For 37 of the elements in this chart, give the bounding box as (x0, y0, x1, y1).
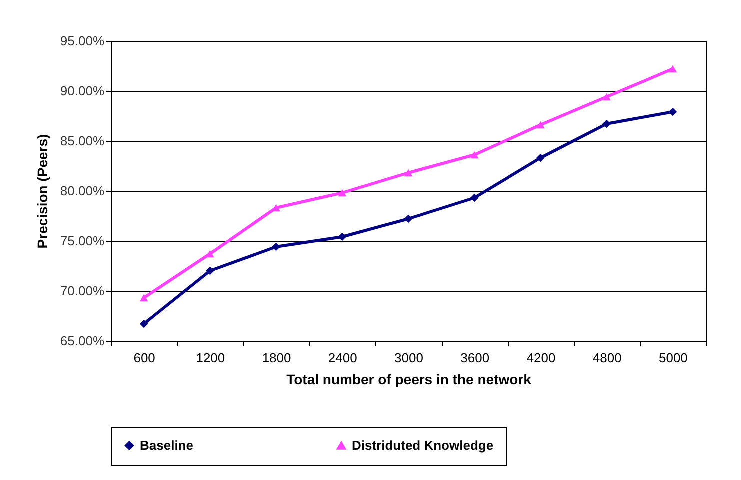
x-tick-label: 600 (134, 350, 156, 366)
point (338, 189, 347, 197)
point (668, 108, 678, 116)
point (668, 65, 678, 73)
point (404, 214, 413, 224)
point (602, 120, 612, 128)
point (536, 154, 545, 162)
x-axis-title: Total number of peers in the network (286, 372, 532, 388)
y-tick-label: 65.00% (60, 334, 105, 348)
point (272, 204, 280, 212)
y-tick-label: 90.00% (60, 84, 105, 98)
y-tick-label: 80.00% (60, 184, 105, 198)
y-tick-label: 75.00% (60, 234, 105, 248)
x-tick-label: 5000 (658, 350, 688, 366)
point (404, 169, 413, 177)
x-tick-label: 2400 (328, 350, 358, 366)
point (272, 242, 280, 252)
point (206, 266, 214, 276)
point (536, 121, 545, 129)
x-tick-label: 3600 (460, 350, 490, 366)
point (470, 151, 479, 159)
x-tick-label: 4200 (526, 350, 556, 366)
point (140, 320, 148, 328)
x-tick-label: 4800 (592, 350, 622, 366)
legend-label: Distriduted Knowledge (352, 438, 494, 453)
point (338, 232, 347, 242)
legend-label: Baseline (140, 438, 194, 453)
y-axis-title: Precision (Peers) (34, 134, 50, 249)
y-tick-label: 85.00% (60, 134, 105, 148)
x-tick-label: 1200 (196, 350, 226, 366)
y-tick-label: 95.00% (60, 34, 105, 48)
point (602, 93, 612, 101)
point (470, 194, 479, 202)
x-tick-label: 3000 (394, 350, 424, 366)
point (140, 294, 148, 302)
x-tick-label: 1800 (262, 350, 292, 366)
y-tick-label: 70.00% (60, 284, 105, 298)
